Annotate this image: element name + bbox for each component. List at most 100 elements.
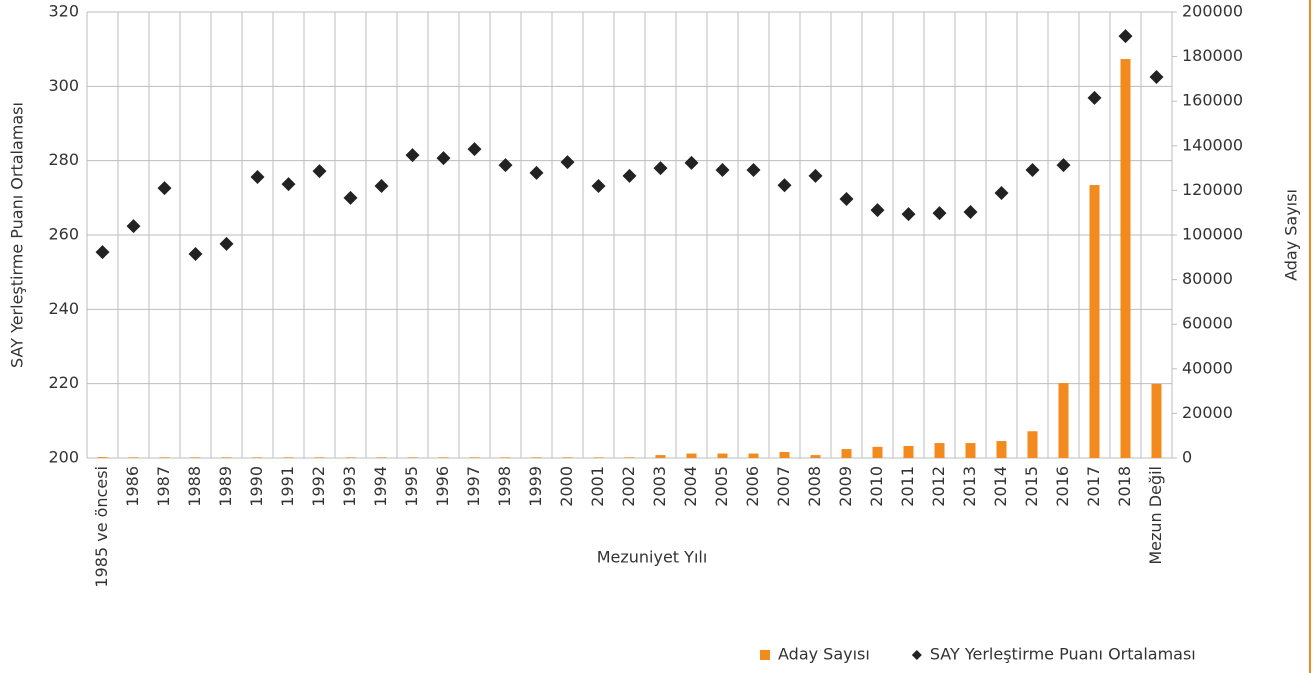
marker — [1118, 29, 1133, 44]
y2-tick-label: 0 — [1182, 448, 1192, 467]
x-tick-label: 2001 — [588, 466, 607, 507]
y-tick-label: 260 — [48, 225, 79, 244]
x-tick-label: 1998 — [495, 466, 514, 507]
bar — [872, 446, 883, 458]
marker — [560, 155, 575, 170]
bar — [903, 445, 914, 458]
x-tick-label: 2004 — [681, 466, 700, 507]
y-tick-label: 220 — [48, 373, 79, 392]
bar — [1151, 383, 1162, 458]
bar — [593, 457, 604, 458]
y2-tick-label: 200000 — [1182, 2, 1243, 21]
bar — [779, 451, 790, 458]
bar — [500, 457, 511, 458]
y2-tick-label: 160000 — [1182, 91, 1243, 110]
x-tick-label: 1996 — [433, 466, 452, 507]
bar — [97, 457, 108, 458]
marker — [374, 178, 389, 193]
legend-swatch — [760, 650, 770, 660]
bar — [221, 457, 232, 458]
bar — [1120, 59, 1131, 458]
marker — [343, 190, 358, 205]
x-tick-label: 1993 — [340, 466, 359, 507]
marker — [250, 170, 265, 185]
marker — [622, 168, 637, 183]
y-tick-label: 240 — [48, 299, 79, 318]
marker — [777, 178, 792, 193]
marker — [436, 151, 451, 166]
x-tick-label: 2013 — [960, 466, 979, 507]
legend-label: SAY Yerleştirme Puanı Ortalaması — [930, 645, 1196, 664]
marker — [1087, 90, 1102, 105]
bar — [128, 457, 139, 458]
marker — [405, 148, 420, 163]
bar — [314, 457, 325, 458]
x-tick-label: 2018 — [1115, 466, 1134, 507]
x-tick-label: Mezun Değil — [1146, 466, 1165, 565]
x-tick-label: 2007 — [774, 466, 793, 507]
marker — [839, 191, 854, 206]
bar — [438, 457, 449, 458]
bar — [531, 457, 542, 458]
x-tick-label: 1986 — [123, 466, 142, 507]
marker — [591, 178, 606, 193]
x-tick-label: 2005 — [712, 466, 731, 507]
marker — [963, 204, 978, 219]
marker — [312, 164, 327, 179]
x-tick-label: 1991 — [278, 466, 297, 507]
y-tick-label: 200 — [48, 448, 79, 467]
legend-swatch — [911, 650, 922, 660]
x-tick-label: 1994 — [371, 466, 390, 507]
marker — [653, 161, 668, 176]
marker — [219, 236, 234, 251]
marker — [932, 206, 947, 221]
marker — [188, 246, 203, 261]
x-tick-label: 1989 — [216, 466, 235, 507]
bar — [996, 441, 1007, 458]
x-tick-label: 2015 — [1022, 466, 1041, 507]
x-tick-label: 2011 — [898, 466, 917, 507]
marker — [808, 168, 823, 183]
y-tick-label: 320 — [48, 2, 79, 21]
legend-label: Aday Sayısı — [778, 645, 870, 664]
bar — [283, 457, 294, 458]
x-tick-label: 1985 ve öncesi — [92, 466, 111, 588]
marker — [684, 155, 699, 170]
x-tick-label: 2006 — [743, 466, 762, 507]
y2-tick-label: 100000 — [1182, 225, 1243, 244]
y2-tick-label: 180000 — [1182, 46, 1243, 65]
marker — [746, 162, 761, 177]
bar — [686, 453, 697, 458]
marker — [994, 186, 1009, 201]
x-tick-label: 2014 — [991, 466, 1010, 507]
y2-tick-label: 120000 — [1182, 180, 1243, 199]
x-tick-label: 1999 — [526, 466, 545, 507]
bar — [407, 457, 418, 458]
marker — [715, 162, 730, 177]
marker — [1056, 158, 1071, 173]
marker — [281, 177, 296, 192]
bar — [748, 453, 759, 458]
y2-tick-label: 40000 — [1182, 358, 1233, 377]
marker — [467, 142, 482, 157]
x-tick-label: 2016 — [1053, 466, 1072, 507]
bar — [810, 455, 821, 458]
bar — [1058, 383, 1069, 458]
y-axis-title: SAY Yerleştirme Puanı Ortalaması — [8, 102, 27, 368]
bar — [252, 457, 263, 458]
x-tick-label: 1992 — [309, 466, 328, 507]
x-tick-label: 1990 — [247, 466, 266, 507]
bar — [934, 443, 945, 458]
bar — [562, 457, 573, 458]
marker — [95, 245, 110, 260]
x-tick-label: 2009 — [836, 466, 855, 507]
bar — [159, 457, 170, 458]
marker — [157, 181, 172, 196]
x-tick-label: 2010 — [867, 466, 886, 507]
bar — [376, 457, 387, 458]
bar — [965, 443, 976, 458]
y-tick-label: 300 — [48, 76, 79, 95]
x-tick-label: 1995 — [402, 466, 421, 507]
marker — [529, 165, 544, 180]
